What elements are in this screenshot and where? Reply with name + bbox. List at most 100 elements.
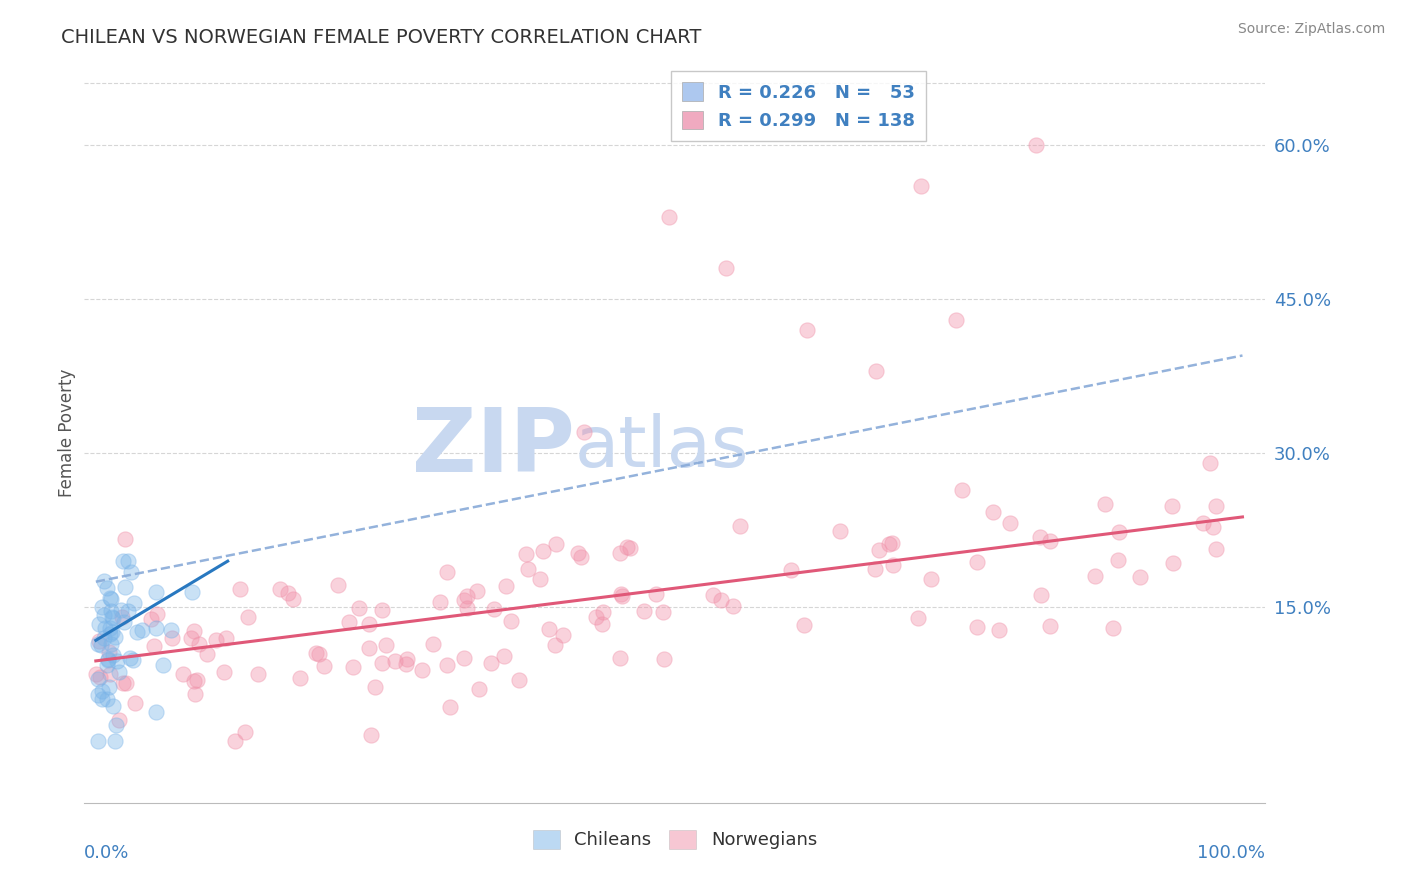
Point [143,639,166,653]
Point [1039,619,1062,633]
Point [96,582,118,596]
Point [1029,530,1052,544]
Point [117,604,139,618]
Point [453,651,475,665]
Point [101,611,124,625]
Point [84,667,107,681]
Point [183,624,205,639]
Point [945,312,967,326]
Point [395,657,418,671]
Point [396,651,419,665]
Point [619,541,641,555]
Point [495,579,517,593]
Point [709,593,731,607]
Point [531,543,554,558]
Point [439,699,461,714]
Point [830,524,852,538]
Point [160,623,183,637]
Point [87,734,110,748]
Point [342,659,364,673]
Point [100,604,122,618]
Point [1161,499,1184,513]
Point [103,734,125,748]
Point [141,612,163,626]
Point [1198,456,1220,470]
Point [305,646,328,660]
Point [574,425,596,439]
Point [652,652,675,666]
Point [988,623,1011,637]
Point [91,691,114,706]
Point [308,647,330,661]
Point [567,546,589,560]
Point [349,600,371,615]
Point [228,582,250,596]
Legend: Chileans, Norwegians: Chileans, Norwegians [526,823,824,856]
Point [100,637,122,651]
Point [551,628,574,642]
Point [101,610,124,624]
Point [411,663,433,677]
Point [1107,553,1129,567]
Point [879,537,901,551]
Point [90,599,112,614]
Point [658,210,681,224]
Point [1094,498,1116,512]
Point [120,565,142,579]
Text: 100.0%: 100.0% [1198,844,1265,862]
Point [360,728,382,742]
Point [103,648,125,662]
Point [112,615,135,629]
Point [180,631,202,645]
Point [186,673,208,687]
Point [1205,541,1227,556]
Point [212,665,235,679]
Point [247,667,270,681]
Point [422,637,444,651]
Point [93,632,115,646]
Point [863,562,886,576]
Point [998,516,1021,530]
Point [610,587,633,601]
Point [145,607,167,622]
Point [1129,570,1152,584]
Point [125,625,148,640]
Point [1161,556,1184,570]
Point [114,580,136,594]
Point [117,554,139,568]
Point [538,622,561,636]
Point [479,657,502,671]
Point [436,565,458,579]
Point [89,617,111,632]
Point [145,705,167,719]
Point [609,651,631,665]
Point [111,610,134,624]
Point [187,637,209,651]
Point [453,593,475,607]
Point [950,483,973,497]
Point [100,625,122,640]
Point [181,585,204,599]
Point [499,615,522,629]
Point [277,585,299,599]
Point [492,648,515,663]
Point [865,364,887,378]
Point [118,651,141,665]
Point [145,621,167,635]
Point [370,656,392,670]
Point [569,550,592,565]
Point [728,518,751,533]
Point [93,574,115,588]
Point [89,633,111,648]
Point [87,672,110,686]
Point [645,587,668,601]
Point [100,591,122,606]
Point [374,638,396,652]
Point [97,652,120,666]
Point [543,638,565,652]
Point [370,602,392,616]
Point [357,641,380,656]
Point [89,670,111,684]
Point [585,610,607,624]
Point [1205,499,1227,513]
